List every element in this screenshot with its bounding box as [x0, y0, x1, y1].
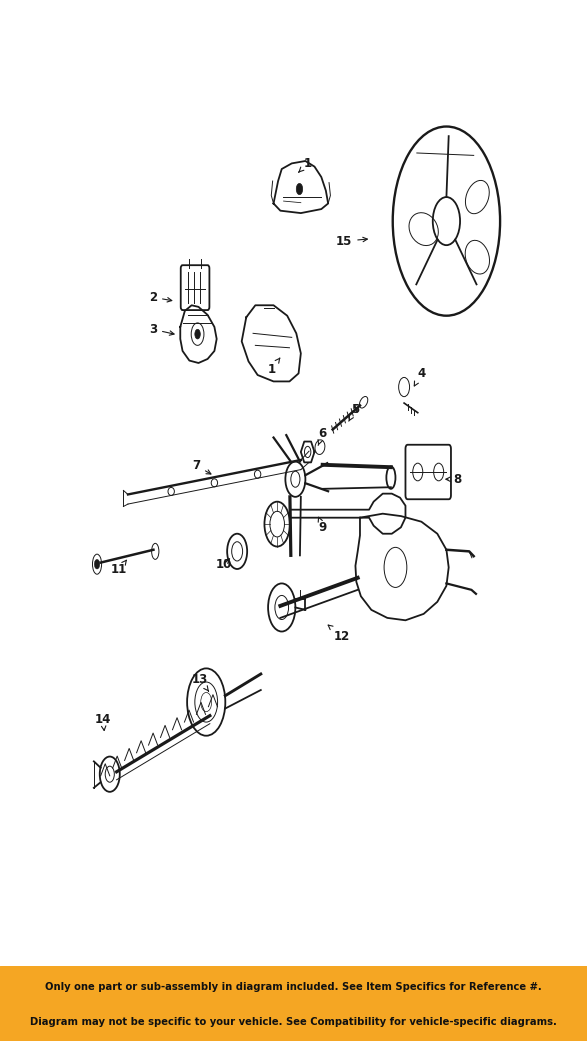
Text: 6: 6: [318, 427, 327, 446]
Text: 12: 12: [328, 625, 350, 643]
Polygon shape: [356, 513, 448, 620]
Text: Diagram may not be specific to your vehicle. See Compatibility for vehicle-speci: Diagram may not be specific to your vehi…: [30, 1017, 557, 1027]
Text: 1: 1: [299, 157, 312, 172]
Text: Only one part or sub-assembly in diagram included. See Item Specifics for Refere: Only one part or sub-assembly in diagram…: [45, 982, 542, 992]
Text: 7: 7: [192, 459, 211, 474]
Circle shape: [296, 183, 303, 195]
Text: 15: 15: [336, 234, 367, 248]
Text: 5: 5: [349, 403, 360, 422]
Circle shape: [95, 559, 100, 569]
Text: 1: 1: [267, 358, 280, 376]
Text: 13: 13: [192, 674, 208, 691]
Text: 11: 11: [111, 560, 127, 577]
Text: 4: 4: [414, 366, 426, 386]
Text: 10: 10: [215, 558, 232, 570]
Polygon shape: [292, 493, 406, 534]
Text: 2: 2: [149, 290, 172, 304]
Text: 9: 9: [318, 517, 327, 534]
Circle shape: [195, 329, 200, 339]
Text: 8: 8: [446, 473, 462, 486]
Text: 14: 14: [95, 713, 111, 731]
Text: 3: 3: [149, 323, 174, 336]
